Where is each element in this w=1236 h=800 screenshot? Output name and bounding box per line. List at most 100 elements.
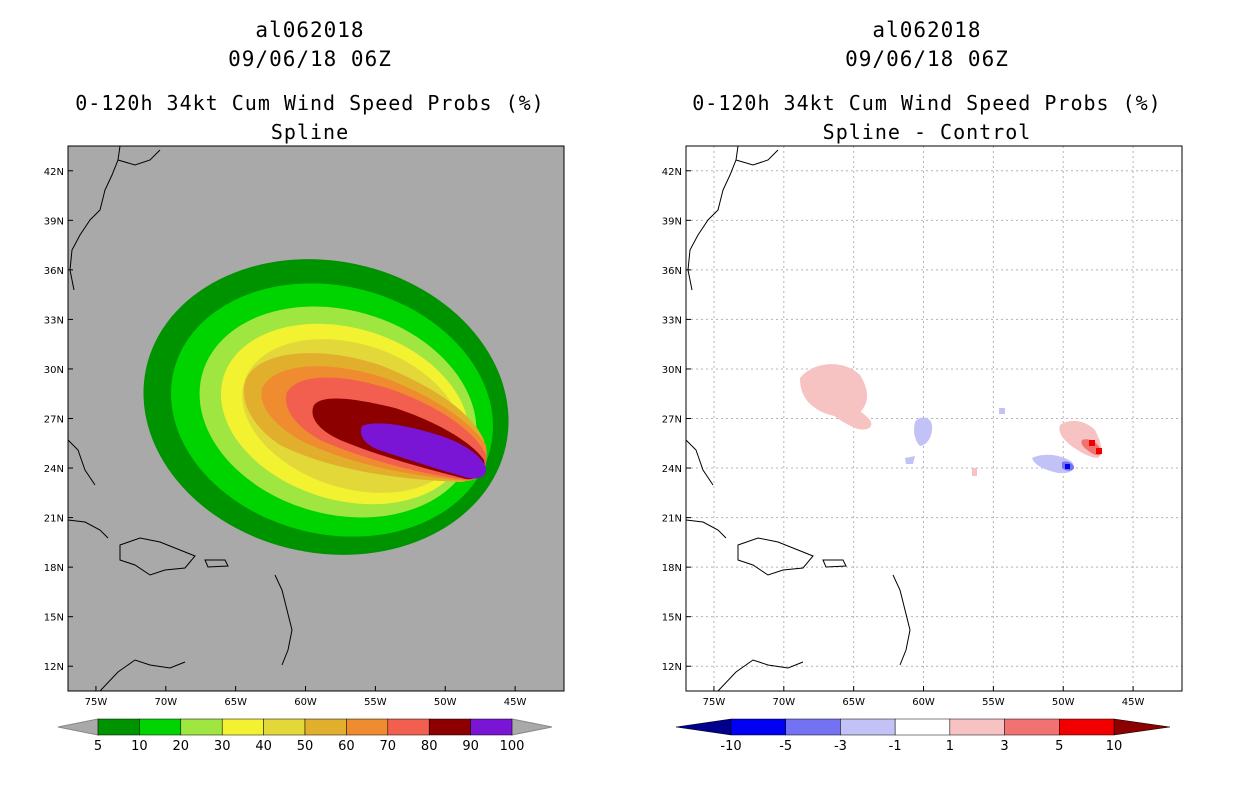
florida-coast: [68, 439, 96, 486]
left-product-title: 0-120h 34kt Cum Wind Speed Probs (%): [75, 91, 545, 115]
left-ytick-label: 39N: [44, 216, 64, 227]
left-xtick-label: 65W: [224, 697, 247, 708]
right-colorbar-label: 3: [1000, 739, 1008, 754]
right-colorbar-over-arrow: [1113, 718, 1171, 736]
right-ytick-label: 21N: [662, 514, 682, 525]
left-colorbar-swatch: [221, 718, 264, 736]
left-colorbar-swatch: [346, 718, 389, 736]
right-xtick-label: 50W: [1052, 697, 1075, 708]
positive-anomaly-peak-b: [1096, 448, 1102, 454]
right-colorbar-swatch: [840, 718, 896, 736]
right-ytick-label: 24N: [662, 464, 682, 475]
right-ytick-label: 36N: [662, 266, 682, 277]
negative-anomaly-3: [905, 456, 915, 464]
left-ytick-label: 18N: [44, 563, 64, 574]
left-colorbar-over-arrow: [511, 718, 553, 736]
lesser-antilles: [892, 574, 911, 666]
left-colorbar: 5 10 20 30 40 50 60 70 80 90 100: [57, 718, 553, 754]
positive-anomaly-1: [800, 364, 868, 417]
left-ytick-label: 15N: [44, 613, 64, 624]
negative-anomaly-2: [914, 417, 933, 446]
right-colorbar: -10 -5 -3 -1 1 3 5 10: [675, 718, 1171, 754]
puerto-rico-coast: [822, 559, 847, 568]
left-ytick-label: 12N: [44, 662, 64, 673]
left-probability-contours: [143, 259, 509, 555]
right-colorbar-label: 5: [1055, 739, 1063, 754]
cuba-coast: [68, 519, 109, 539]
right-ytick-label: 15N: [662, 613, 682, 624]
left-x-axis: 75W 70W 65W 60W 55W 50W 45W: [85, 686, 527, 708]
right-ytick-label: 30N: [662, 365, 682, 376]
right-xtick-label: 55W: [982, 697, 1005, 708]
right-colorbar-swatch: [949, 718, 1005, 736]
negative-anomaly-peak: [1065, 464, 1070, 469]
left-xtick-label: 50W: [434, 697, 457, 708]
new-england-coast: [117, 149, 161, 166]
left-colorbar-swatch: [304, 718, 347, 736]
positive-anomaly-peak-a: [1089, 440, 1095, 446]
right-product-title: 0-120h 34kt Cum Wind Speed Probs (%): [692, 91, 1162, 115]
left-ytick-label: 27N: [44, 415, 64, 426]
right-ytick-label: 33N: [662, 315, 682, 326]
contour-90: [360, 423, 487, 479]
new-england-coast: [735, 149, 779, 166]
positive-anomaly-2: [826, 403, 872, 430]
right-colorbar-swatch: [785, 718, 841, 736]
right-xtick-label: 70W: [772, 697, 795, 708]
right-ytick-label: 39N: [662, 216, 682, 227]
left-xtick-label: 60W: [294, 697, 317, 708]
cuba-coast: [686, 519, 727, 539]
left-ytick-label: 21N: [44, 514, 64, 525]
left-method-label: Spline: [270, 120, 350, 144]
left-colorbar-swatch: [387, 718, 430, 736]
right-xtick-label: 65W: [842, 697, 865, 708]
left-datetime: 09/06/18 06Z: [228, 47, 392, 71]
left-xtick-label: 45W: [504, 697, 527, 708]
right-difference-contours: [800, 364, 1102, 476]
right-colorbar-label: 1: [946, 739, 954, 754]
negative-anomaly-4: [999, 408, 1005, 414]
left-ytick-label: 36N: [44, 266, 64, 277]
south-america-coast: [717, 659, 804, 691]
left-colorbar-label: 20: [173, 739, 190, 754]
right-xtick-label: 75W: [703, 697, 726, 708]
left-colorbar-label: 100: [500, 739, 525, 754]
right-ytick-label: 42N: [662, 167, 682, 178]
right-xtick-label: 45W: [1122, 697, 1145, 708]
right-ytick-label: 18N: [662, 563, 682, 574]
right-grid-lines: [686, 146, 1182, 691]
left-y-axis: 12N 15N 18N 21N 24N 27N 30N 33N 36N 39N 42N: [44, 167, 73, 673]
right-datetime: 09/06/18 06Z: [845, 47, 1009, 71]
right-colorbar-label: -5: [779, 739, 792, 754]
right-colorbar-label: 10: [1106, 739, 1123, 754]
positive-anomaly-4: [972, 468, 977, 476]
right-map-panel: 75W 70W 65W 60W 55W 50W 45W 12N 15N 18N 21N 24N 27N…: [662, 145, 1183, 754]
hispaniola-coast: [119, 537, 196, 576]
right-colorbar-swatch: [730, 718, 786, 736]
south-america-coast: [99, 659, 186, 691]
right-colorbar-label: -1: [889, 739, 902, 754]
right-colorbar-under-arrow: [675, 718, 732, 736]
right-y-axis: 12N 15N 18N 21N 24N 27N 30N 33N 36N 39N 42N: [662, 167, 691, 673]
left-map-panel: 75W 70W 65W 60W 55W 50W 45W 12N 15N 18N 21N 24N 27N…: [44, 145, 565, 754]
left-colorbar-label: 40: [255, 739, 272, 754]
left-colorbar-swatch: [470, 718, 513, 736]
left-colorbar-label: 90: [462, 739, 479, 754]
left-colorbar-swatch: [428, 718, 471, 736]
left-ytick-label: 33N: [44, 315, 64, 326]
left-storm-id: al062018: [255, 18, 365, 42]
left-ytick-label: 42N: [44, 167, 64, 178]
right-colorbar-swatch: [894, 718, 951, 736]
left-panel-subtitle: 0-120h 34kt Cum Wind Speed Probs (%) Spl…: [10, 89, 610, 147]
right-colorbar-label: -3: [834, 739, 847, 754]
left-colorbar-label: 80: [421, 739, 438, 754]
left-colorbar-under-arrow: [57, 718, 99, 736]
left-coastlines: [68, 146, 293, 691]
right-map-background: [686, 146, 1182, 691]
left-colorbar-swatch: [180, 718, 223, 736]
left-colorbar-swatch: [263, 718, 306, 736]
right-colorbar-swatch: [1004, 718, 1060, 736]
left-ytick-label: 30N: [44, 365, 64, 376]
right-panel-title: al062018 09/06/18 06Z: [677, 16, 1177, 74]
